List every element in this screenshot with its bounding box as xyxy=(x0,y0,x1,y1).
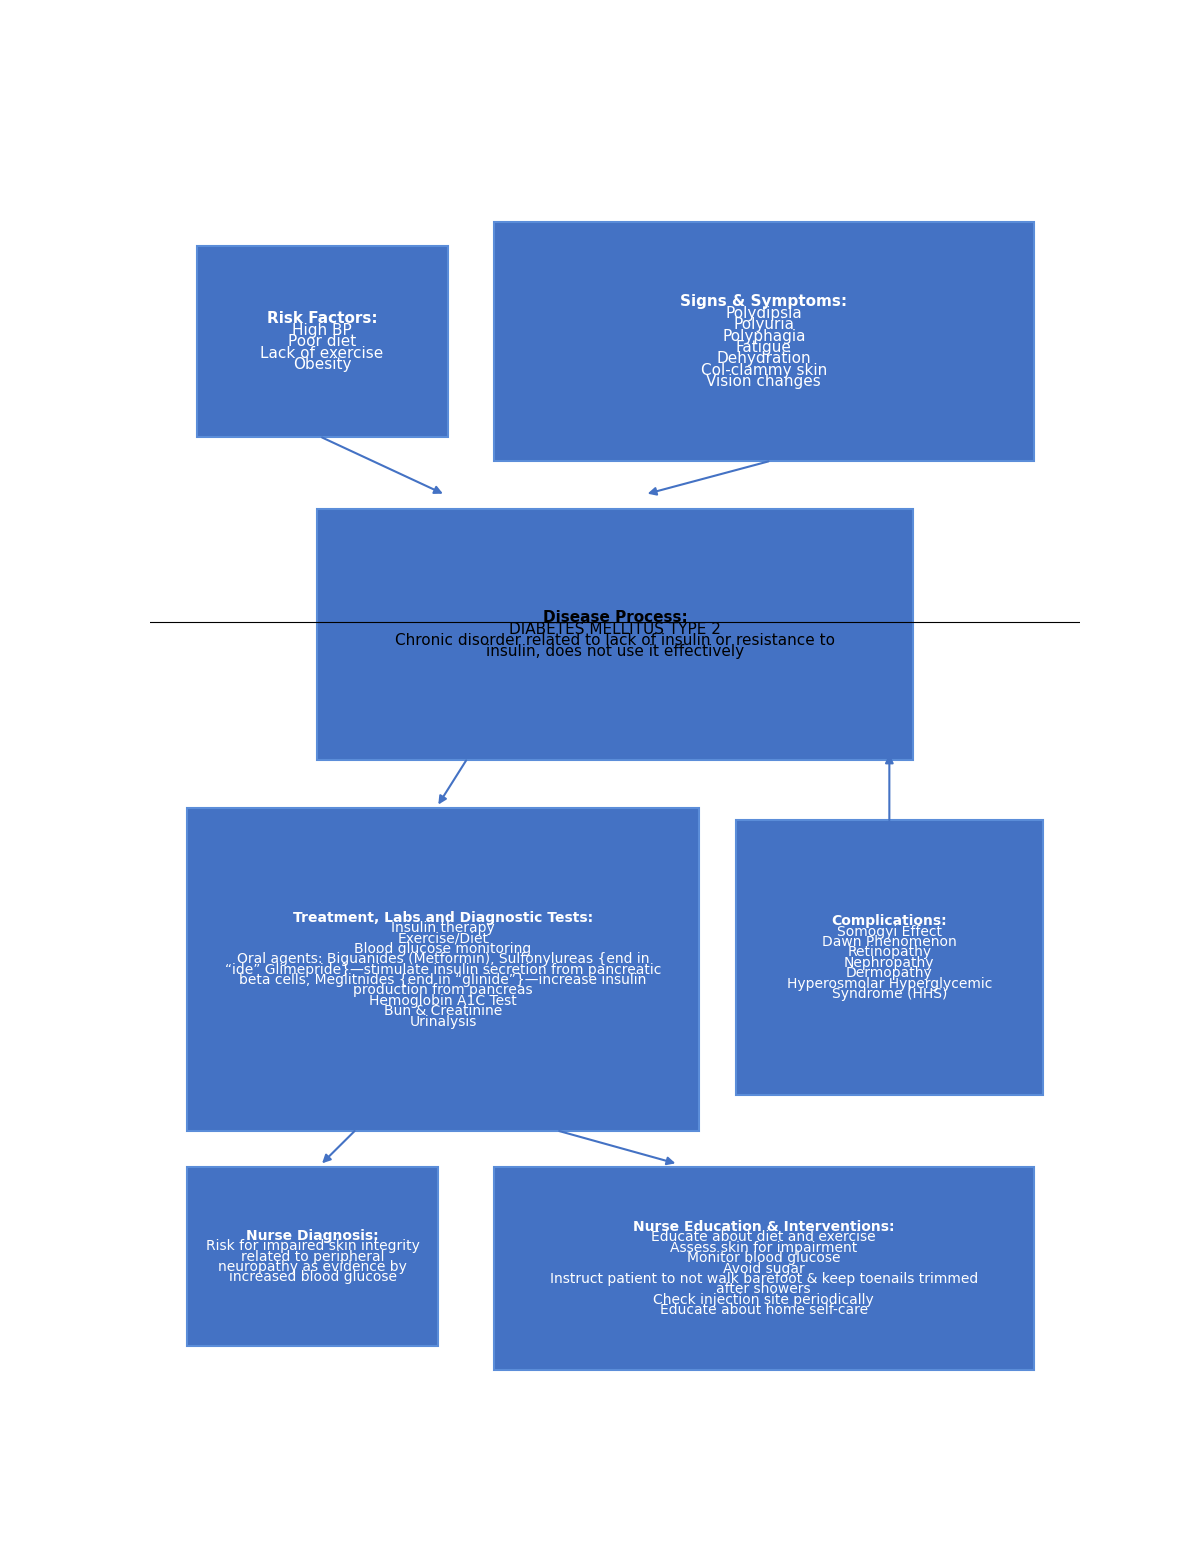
Text: Polydipsia: Polydipsia xyxy=(726,306,802,321)
Text: insulin, does not use it effectively: insulin, does not use it effectively xyxy=(486,644,744,660)
Text: beta cells, Meglitnides {end in “glinide”}—increase insulin: beta cells, Meglitnides {end in “glinide… xyxy=(239,974,647,988)
FancyBboxPatch shape xyxy=(494,222,1033,461)
Text: High BP: High BP xyxy=(292,323,352,339)
Text: Vision changes: Vision changes xyxy=(707,374,821,390)
Text: Assess skin for impairment: Assess skin for impairment xyxy=(670,1241,858,1255)
FancyBboxPatch shape xyxy=(317,509,913,761)
FancyBboxPatch shape xyxy=(197,245,448,438)
Text: Exercise/Diet: Exercise/Diet xyxy=(397,932,488,946)
Text: Signs & Symptoms:: Signs & Symptoms: xyxy=(680,295,847,309)
Text: Nurse Diagnosis:: Nurse Diagnosis: xyxy=(246,1228,379,1242)
Text: Poor diet: Poor diet xyxy=(288,334,356,349)
Text: Chronic disorder related to lack of insulin or resistance to: Chronic disorder related to lack of insu… xyxy=(395,634,835,648)
Text: related to peripheral: related to peripheral xyxy=(241,1250,384,1264)
Text: Disease Process:: Disease Process: xyxy=(542,610,688,626)
Text: Bun & Creatinine: Bun & Creatinine xyxy=(384,1005,502,1019)
Text: Dehydration: Dehydration xyxy=(716,351,811,367)
Text: Insulin therapy: Insulin therapy xyxy=(391,921,494,935)
FancyBboxPatch shape xyxy=(736,820,1043,1095)
Text: Oral agents: Biguanides (Metformin), Sulfonylureas {end in: Oral agents: Biguanides (Metformin), Sul… xyxy=(236,952,649,966)
Text: Hyperosmolar Hyperglycemic: Hyperosmolar Hyperglycemic xyxy=(787,977,992,991)
Text: DIABETES MELLITUS TYPE 2: DIABETES MELLITUS TYPE 2 xyxy=(509,621,721,637)
Text: Polyuria: Polyuria xyxy=(733,317,794,332)
Text: Blood glucose monitoring: Blood glucose monitoring xyxy=(354,941,532,955)
Text: Treatment, Labs and Diagnostic Tests:: Treatment, Labs and Diagnostic Tests: xyxy=(293,910,593,924)
Text: Dawn Phenomenon: Dawn Phenomenon xyxy=(822,935,956,949)
Text: Educate about home self-care: Educate about home self-care xyxy=(660,1303,868,1317)
Text: Col-clammy skin: Col-clammy skin xyxy=(701,363,827,377)
Text: Risk Factors:: Risk Factors: xyxy=(266,312,377,326)
FancyBboxPatch shape xyxy=(187,808,698,1131)
FancyBboxPatch shape xyxy=(187,1166,438,1346)
FancyBboxPatch shape xyxy=(494,1166,1033,1370)
Text: Hemoglobin A1C Test: Hemoglobin A1C Test xyxy=(370,994,517,1008)
Text: Lack of exercise: Lack of exercise xyxy=(260,346,384,360)
Text: Syndrome (HHS): Syndrome (HHS) xyxy=(832,988,947,1002)
Text: Avoid sugar: Avoid sugar xyxy=(722,1261,805,1275)
Text: Complications:: Complications: xyxy=(832,915,947,929)
Text: production from pancreas: production from pancreas xyxy=(353,983,533,997)
Text: “ide” Glimepride}—stimulate insulin secretion from pancreatic: “ide” Glimepride}—stimulate insulin secr… xyxy=(224,963,661,977)
Text: Retinopathy: Retinopathy xyxy=(847,946,931,960)
Text: Urinalysis: Urinalysis xyxy=(409,1014,476,1028)
Text: Obesity: Obesity xyxy=(293,357,352,373)
Text: neuropathy as evidence by: neuropathy as evidence by xyxy=(218,1259,407,1273)
Text: Nurse Education & Interventions:: Nurse Education & Interventions: xyxy=(634,1221,894,1235)
Text: Dermopathy: Dermopathy xyxy=(846,966,932,980)
Text: Fatigue: Fatigue xyxy=(736,340,792,356)
Text: Nephropathy: Nephropathy xyxy=(844,955,935,971)
Text: increased blood glucose: increased blood glucose xyxy=(229,1270,397,1284)
Text: Check injection site periodically: Check injection site periodically xyxy=(654,1292,874,1306)
Text: Monitor blood glucose: Monitor blood glucose xyxy=(688,1252,840,1266)
Text: Educate about diet and exercise: Educate about diet and exercise xyxy=(652,1230,876,1244)
Text: Polyphagia: Polyphagia xyxy=(722,329,805,343)
Text: after showers: after showers xyxy=(716,1283,811,1297)
Text: Risk for impaired skin integrity: Risk for impaired skin integrity xyxy=(206,1239,420,1253)
Text: Somogyi Effect: Somogyi Effect xyxy=(836,924,942,938)
Text: Instruct patient to not walk barefoot & keep toenails trimmed: Instruct patient to not walk barefoot & … xyxy=(550,1272,978,1286)
